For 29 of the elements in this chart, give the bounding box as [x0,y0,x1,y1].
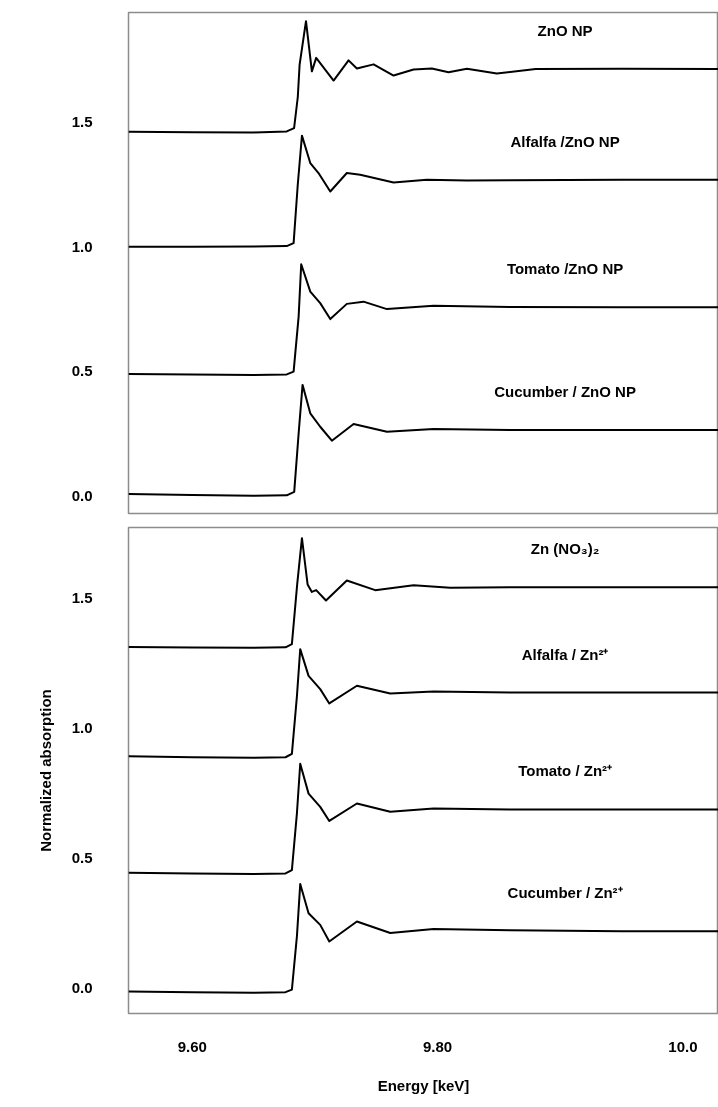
x-tick-label: 9.80 [423,1037,453,1055]
series-label: Cucumber / ZnO NP [494,383,636,400]
y-tick-label: 1.0 [71,237,93,255]
line-series [128,263,718,376]
series-label: Cucumber / Zn²⁺ [507,884,623,902]
line-series [128,648,718,759]
series-label: Tomato /ZnO NP [506,260,624,278]
y-tick-label: 0.5 [71,848,93,866]
y-tick-label: 1.0 [71,718,93,736]
series-label: Alfalfa / Zn²⁺ [521,645,609,663]
x-tick-label: 10.0 [668,1037,698,1055]
y-tick-label: 0.0 [71,978,93,996]
line-series [128,883,718,994]
y-tick-label: 1.5 [71,588,93,606]
line-series [128,134,718,248]
series-label: ZnO NP [537,22,593,40]
y-tick-label: 0.5 [71,362,93,380]
x-tick-label: 9.60 [177,1037,207,1055]
y-axis-title: Normalized absorption [36,689,54,852]
text: Alfalfa /ZnO NP [510,132,620,150]
line-series [128,762,718,875]
y-tick-label: 0.0 [71,487,93,505]
line-series [128,20,718,134]
series-label: Tomato / Zn²⁺ [518,762,613,780]
x-axis-title: Energy [keV] [377,1076,470,1094]
y-tick-label: 1.5 [71,113,93,131]
series-label: Zn (NO₃)₂ [530,540,600,558]
line-series [128,537,718,649]
line-series [128,383,718,497]
